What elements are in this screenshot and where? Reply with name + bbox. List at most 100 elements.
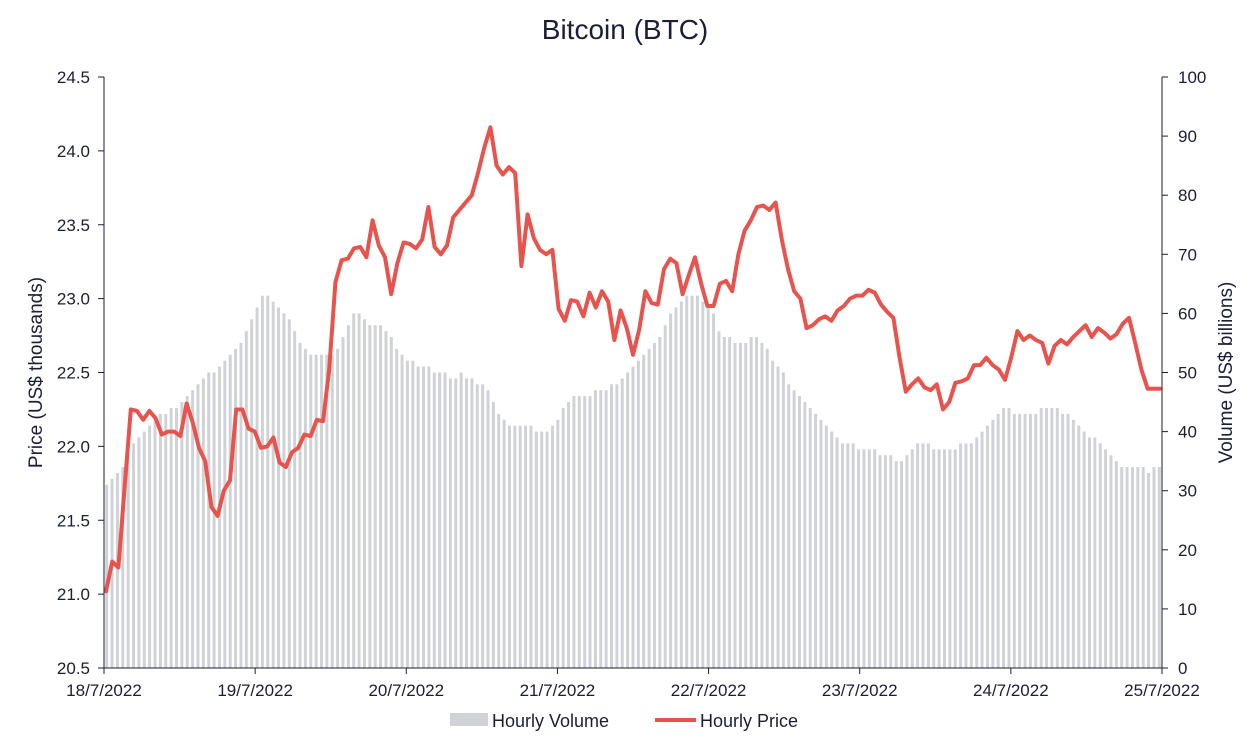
left-tick-label: 23.5 xyxy=(57,216,90,235)
volume-bar xyxy=(599,390,603,668)
volume-bar xyxy=(115,472,119,668)
volume-bar xyxy=(792,390,796,668)
right-tick-label: 80 xyxy=(1178,186,1197,205)
x-tick-label: 18/7/2022 xyxy=(66,681,142,700)
volume-bar xyxy=(121,467,125,668)
volume-bar xyxy=(126,455,130,668)
volume-bar xyxy=(491,402,495,668)
volume-bar xyxy=(271,301,275,668)
volume-bar xyxy=(722,337,726,668)
x-tick-label: 22/7/2022 xyxy=(671,681,747,700)
volume-bar xyxy=(776,366,780,668)
volume-bar xyxy=(518,425,522,668)
volume-bar xyxy=(733,342,737,668)
volume-bar xyxy=(1071,419,1075,668)
volume-bar xyxy=(593,390,597,668)
volume-bars xyxy=(105,295,1161,668)
volume-bar xyxy=(282,313,286,668)
volume-bar xyxy=(164,413,168,668)
volume-bar xyxy=(824,425,828,668)
volume-bar xyxy=(932,449,936,668)
volume-bar xyxy=(658,337,662,668)
volume-bar xyxy=(1141,467,1145,668)
volume-bar xyxy=(948,449,952,668)
left-tick-label: 21.0 xyxy=(57,585,90,604)
volume-bar xyxy=(180,402,184,668)
volume-bar xyxy=(432,372,436,668)
volume-bar xyxy=(1002,407,1006,668)
volume-bar xyxy=(1061,413,1065,668)
price-line xyxy=(104,125,1162,594)
volume-bar xyxy=(524,425,528,668)
volume-bar xyxy=(405,360,409,668)
volume-bar xyxy=(250,319,254,668)
volume-bar xyxy=(798,396,801,668)
volume-bar xyxy=(266,295,270,668)
volume-bar xyxy=(244,331,248,668)
volume-bar xyxy=(352,313,356,668)
volume-bar xyxy=(1012,413,1016,668)
volume-bar xyxy=(325,354,329,668)
volume-bar xyxy=(223,360,227,668)
volume-bar xyxy=(384,331,388,668)
volume-bar xyxy=(943,449,946,668)
volume-bar xyxy=(604,390,608,668)
volume-bar xyxy=(1093,437,1097,668)
volume-bar xyxy=(787,384,791,668)
volume-bar xyxy=(717,331,721,668)
volume-bar xyxy=(443,372,447,668)
volume-bar xyxy=(771,360,775,668)
volume-bar xyxy=(921,443,925,668)
volume-bar xyxy=(1088,437,1091,668)
legend: Hourly Volume Hourly Price xyxy=(450,711,798,731)
volume-bar xyxy=(169,407,173,668)
volume-bar xyxy=(712,313,716,668)
volume-bar xyxy=(363,319,366,668)
volume-bar xyxy=(572,396,576,668)
volume-bar xyxy=(175,407,178,668)
chart-title: Bitcoin (BTC) xyxy=(541,14,709,45)
volume-bar xyxy=(513,425,517,668)
right-tick-label: 70 xyxy=(1178,245,1197,264)
volume-bar xyxy=(1023,413,1027,668)
volume-bar xyxy=(191,390,195,668)
volume-bar xyxy=(465,378,468,668)
volume-bar xyxy=(110,478,114,668)
price-line-group xyxy=(104,125,1162,594)
left-tick-label: 23.0 xyxy=(57,290,90,309)
volume-bar xyxy=(379,325,383,668)
left-tick-label: 24.0 xyxy=(57,142,90,161)
volume-bar xyxy=(873,449,877,668)
right-tick-label: 40 xyxy=(1178,423,1197,442)
legend-volume-label: Hourly Volume xyxy=(492,711,609,731)
volume-bar xyxy=(1114,461,1118,668)
volume-bar xyxy=(760,342,764,668)
volume-bar xyxy=(991,419,995,668)
volume-bar xyxy=(368,325,372,668)
volume-bar xyxy=(900,461,903,668)
volume-bar xyxy=(534,431,538,668)
right-tick-label: 10 xyxy=(1178,600,1197,619)
volume-bar xyxy=(486,390,490,668)
volume-bar xyxy=(303,348,307,668)
volume-bar xyxy=(1018,413,1022,668)
right-tick-label: 20 xyxy=(1178,541,1197,560)
volume-bar xyxy=(765,348,769,668)
volume-bar xyxy=(330,354,334,668)
volume-bar xyxy=(400,354,404,668)
volume-bar xyxy=(1045,407,1049,668)
volume-bar xyxy=(1152,467,1156,668)
legend-volume-swatch xyxy=(450,713,488,726)
volume-bar xyxy=(357,313,361,668)
x-tick-label: 19/7/2022 xyxy=(217,681,293,700)
volume-bar xyxy=(309,354,313,668)
volume-bar xyxy=(695,295,699,668)
volume-bar xyxy=(260,295,264,668)
volume-bar xyxy=(336,348,340,668)
volume-bar xyxy=(137,437,141,668)
volume-bar xyxy=(459,372,463,668)
volume-bar xyxy=(411,360,415,668)
volume-bar xyxy=(808,407,812,668)
volume-bar xyxy=(185,396,189,668)
volume-bar xyxy=(255,307,259,668)
